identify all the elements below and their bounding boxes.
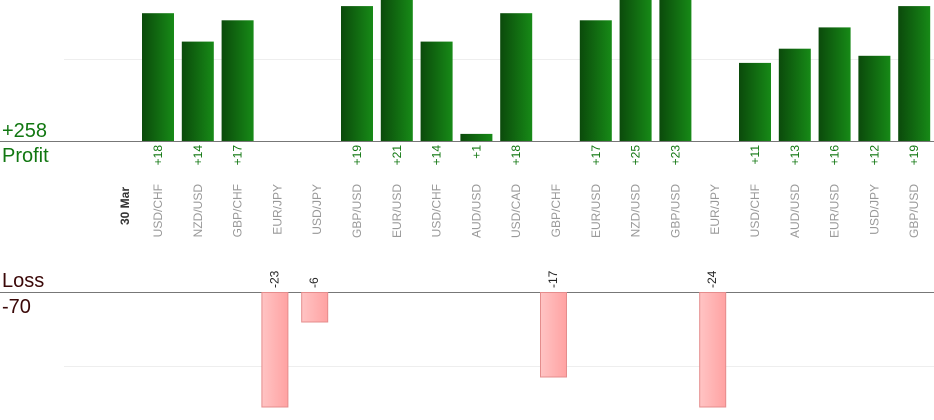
data-label: +21: [390, 145, 404, 166]
category-label: NZD/USD: [629, 184, 643, 238]
category-label: AUD/USD: [469, 184, 483, 238]
category-label: GBP/USD: [907, 184, 921, 238]
profit-bar: [818, 27, 851, 141]
data-label: +14: [191, 145, 205, 166]
category-label: USD/CHF: [151, 184, 165, 237]
profit-label: Profit: [2, 145, 49, 167]
data-label: +12: [867, 145, 881, 166]
category-label: USD/JPY: [867, 184, 881, 235]
profit-bar: [858, 55, 891, 141]
profit-bar: [221, 20, 254, 141]
category-label: EUR/JPY: [270, 184, 284, 235]
loss-bar: [261, 292, 289, 408]
category-label: USD/CAD: [509, 184, 523, 238]
date-label: 30 Mar: [118, 187, 132, 225]
profit-bar: [739, 62, 771, 141]
category-label: GBP/CHF: [549, 184, 563, 237]
loss-bar: [301, 292, 329, 323]
profit-bar: [341, 6, 373, 141]
loss-label: Loss: [2, 270, 45, 292]
category-label: USD/CHF: [748, 184, 762, 237]
loss-total: -70: [2, 296, 31, 318]
data-label: +14: [430, 145, 444, 166]
data-label: -23: [267, 270, 281, 288]
profit-total: +258: [2, 120, 48, 142]
data-label: +18: [509, 145, 523, 166]
category-label: NZD/USD: [191, 184, 205, 238]
category-label: USD/JPY: [310, 184, 324, 235]
data-label: +19: [907, 145, 921, 166]
data-label: +25: [629, 145, 643, 166]
profit-bar: [898, 6, 931, 141]
loss-bar: [699, 292, 727, 408]
data-label: +18: [151, 145, 165, 166]
data-label: +23: [668, 145, 682, 166]
data-label: +16: [828, 145, 842, 166]
data-label: -17: [546, 270, 560, 288]
profit-bar: [181, 41, 214, 141]
profit-bar: [420, 41, 453, 141]
bars: [142, 0, 931, 408]
profit-bar: [778, 48, 811, 142]
category-label: EUR/USD: [390, 184, 404, 238]
category-label: GBP/USD: [668, 184, 682, 238]
data-label: +19: [350, 145, 364, 166]
labels: 30 Mar +18 USD/CHF +14 NZD/USD +17 GBP/CHF -23 E…: [118, 145, 921, 288]
category-label: EUR/USD: [828, 184, 842, 238]
category-label: AUD/USD: [788, 184, 802, 238]
category-label: GBP/CHF: [231, 184, 245, 237]
profit-bar: [500, 13, 533, 142]
category-label: EUR/USD: [589, 184, 603, 238]
data-label: -24: [705, 270, 719, 288]
data-label: +13: [788, 145, 802, 166]
profit-bar: [659, 0, 692, 141]
data-label: +1: [469, 145, 483, 159]
profit-bar: [579, 20, 612, 141]
category-label: USD/CHF: [430, 184, 444, 237]
data-label: +17: [231, 145, 245, 166]
loss-bar: [540, 292, 567, 378]
category-label: EUR/JPY: [708, 184, 722, 235]
data-label: +17: [589, 145, 603, 166]
data-label: -6: [307, 277, 321, 288]
category-label: GBP/USD: [350, 184, 364, 238]
profit-bar: [380, 0, 413, 141]
profit-bar: [460, 133, 493, 141]
data-label: +11: [748, 145, 762, 165]
profit-bar: [619, 0, 652, 141]
profit-bar: [142, 13, 174, 142]
